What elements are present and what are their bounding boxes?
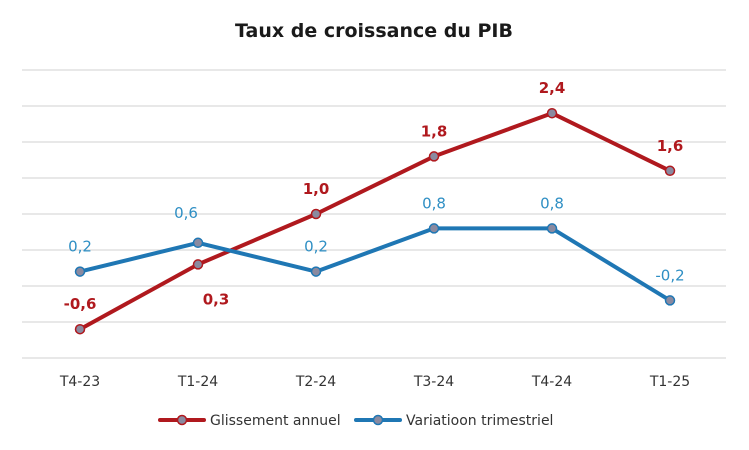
data-label: 1,8 — [421, 122, 448, 140]
data-point — [192, 237, 204, 249]
x-axis-ticks: T4-23 T1-24 T2-24 T3-24 T4-24 T1-25 — [59, 374, 690, 390]
x-tick-label: T4-24 — [531, 374, 572, 390]
x-tick-label: T4-23 — [59, 374, 100, 390]
data-point — [74, 323, 86, 335]
gridlines — [22, 69, 726, 359]
data-label: 0,8 — [540, 194, 564, 212]
legend-marker — [372, 414, 384, 426]
data-point — [428, 151, 440, 162]
data-label: 2,4 — [539, 79, 566, 97]
x-tick-label: T1-25 — [649, 374, 690, 390]
data-point — [546, 223, 558, 234]
legend-label: Glissement annuel — [210, 413, 341, 429]
chart-title: Taux de croissance du PIB — [235, 20, 513, 42]
legend-label: Variatioon trimestriel — [406, 413, 553, 429]
data-label: 1,0 — [303, 180, 330, 198]
data-labels: -0,6 0,3 1,0 1,8 2,4 1,6 0,2 0,6 0,2 0,8 0,8 -0,2 — [64, 79, 685, 313]
x-tick-label: T1-24 — [177, 374, 218, 390]
data-label: 0,2 — [304, 238, 328, 256]
legend-marker — [176, 414, 188, 426]
data-label: 0,8 — [422, 194, 446, 212]
data-point — [192, 259, 204, 270]
series-lines — [78, 111, 672, 332]
data-point — [664, 295, 676, 306]
data-label: -0,6 — [64, 295, 97, 313]
data-label: 1,6 — [657, 137, 684, 155]
series-line-0 — [78, 111, 672, 332]
data-label: -0,2 — [655, 266, 684, 284]
data-point — [310, 208, 322, 220]
series-line-1 — [78, 226, 672, 303]
data-point — [664, 165, 676, 177]
series-points — [74, 107, 676, 335]
data-point — [74, 266, 86, 277]
data-label: 0,3 — [203, 290, 230, 308]
legend: Glissement annuel Variatioon trimestriel — [158, 413, 553, 429]
data-label: 0,6 — [174, 204, 198, 222]
data-label: 0,2 — [68, 238, 92, 256]
data-point — [310, 266, 322, 277]
data-point — [546, 107, 558, 119]
x-tick-label: T2-24 — [295, 374, 336, 390]
data-point — [428, 223, 440, 234]
x-tick-label: T3-24 — [413, 374, 454, 390]
